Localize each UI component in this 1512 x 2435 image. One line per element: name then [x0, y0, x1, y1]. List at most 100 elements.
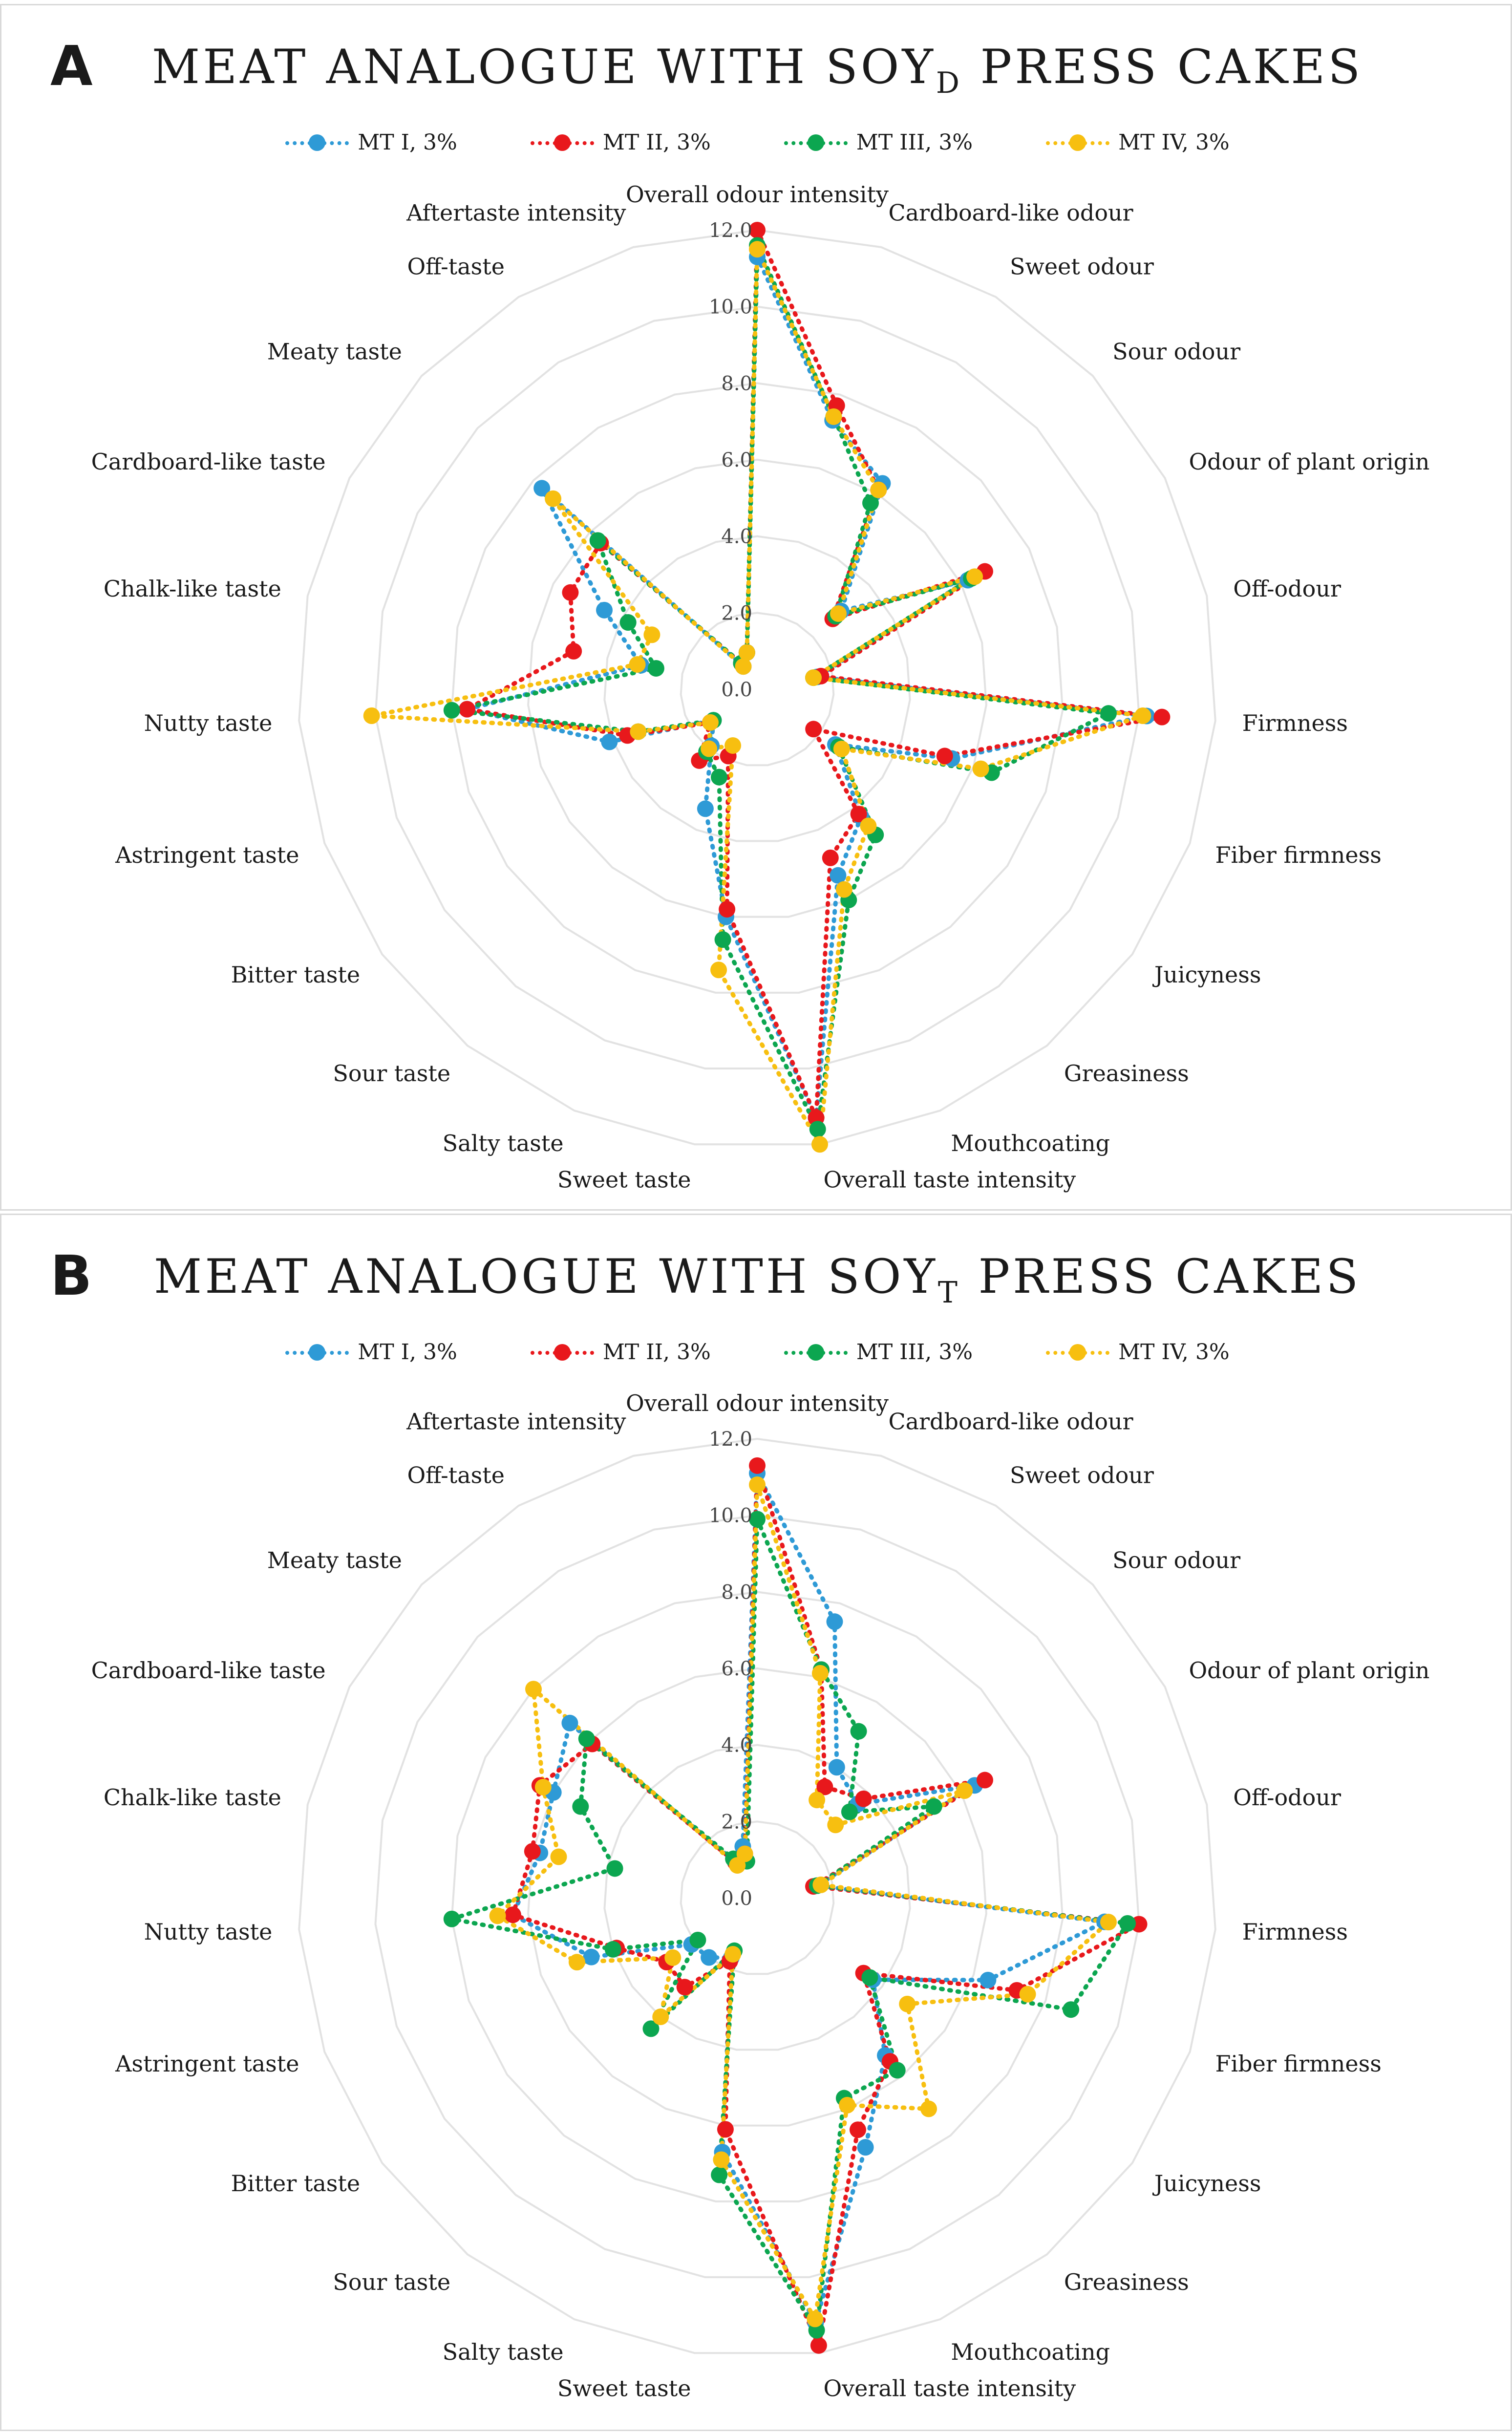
- data-point: [443, 702, 460, 719]
- legend-swatch: [784, 1342, 848, 1362]
- data-point: [525, 1681, 542, 1698]
- data-point: [736, 1845, 753, 1862]
- series-points-4: [489, 1476, 1117, 2328]
- tick-label: 4.0: [721, 1734, 752, 1757]
- data-point: [711, 2166, 728, 2183]
- category-label: Sour taste: [333, 2269, 450, 2295]
- category-label: Salty taste: [443, 1130, 564, 1156]
- data-point: [839, 2096, 856, 2114]
- data-point: [812, 1876, 830, 1893]
- category-label: Odour of plant origin: [1189, 449, 1429, 475]
- data-point: [724, 1945, 742, 1963]
- grid-ring: [298, 1437, 1216, 2354]
- series-points-2: [504, 1457, 1148, 2354]
- data-point: [534, 1778, 552, 1795]
- data-point: [849, 2121, 866, 2138]
- data-point: [749, 241, 766, 258]
- data-point: [936, 748, 953, 765]
- data-point: [642, 2020, 660, 2037]
- legend-item-3: MT III, 3%: [784, 1337, 973, 1367]
- series-line-4: [371, 248, 1144, 1152]
- data-point: [805, 669, 822, 686]
- category-label: Chalk-like taste: [104, 576, 281, 602]
- data-point: [862, 494, 879, 512]
- category-label: Mouthcoating: [951, 1130, 1110, 1156]
- data-point: [572, 1798, 589, 1815]
- grid-ring: [603, 1744, 911, 2051]
- data-point: [606, 1860, 623, 1877]
- category-label: Chalk-like taste: [104, 1784, 281, 1811]
- data-point: [1100, 705, 1117, 722]
- category-label: Overall odour intensity: [626, 1390, 889, 1416]
- panel-a: A MEAT ANALOGUE WITH SOYD PRESS CAKES MT…: [0, 4, 1512, 1211]
- data-point: [697, 800, 714, 817]
- data-point: [568, 1954, 585, 1971]
- tick-label: 2.0: [721, 1811, 752, 1833]
- legend-item-4: MT IV, 3%: [1046, 1337, 1230, 1367]
- data-point: [749, 1476, 766, 1493]
- panel-b: B MEAT ANALOGUE WITH SOYT PRESS CAKES MT…: [0, 1214, 1512, 2431]
- grid-ring: [374, 305, 1140, 1070]
- data-point: [822, 849, 839, 866]
- series-line-3: [451, 1518, 1131, 2337]
- category-label: Firmness: [1242, 1919, 1348, 1945]
- data-point: [589, 532, 606, 549]
- data-point: [899, 1995, 916, 2012]
- category-label: Fiber firmness: [1215, 842, 1382, 868]
- series-line-2: [510, 1465, 1147, 2353]
- data-point: [850, 806, 867, 823]
- legend-b: MT I, 3% MT II, 3% MT III, 3% MT IV, 3%: [1, 1337, 1512, 1367]
- series-points-3: [443, 237, 1117, 1138]
- chart-title-a-main: MEAT ANALOGUE WITH SOY: [151, 40, 936, 94]
- data-point: [835, 881, 852, 898]
- tick-label: 12.0: [709, 219, 752, 242]
- category-label: Firmness: [1242, 710, 1348, 736]
- grid-ring: [450, 1591, 1064, 2202]
- data-point: [601, 733, 618, 750]
- category-label: Aftertaste intensity: [406, 1409, 626, 1435]
- data-point: [619, 614, 637, 631]
- data-point: [1100, 1914, 1117, 1931]
- data-point: [826, 1613, 843, 1630]
- data-point: [810, 2337, 827, 2354]
- category-label: Sour odour: [1112, 339, 1240, 365]
- legend-item-1: MT I, 3%: [285, 1337, 457, 1367]
- grid-ring: [603, 535, 911, 842]
- data-point: [629, 656, 646, 673]
- legend-item-4: MT IV, 3%: [1046, 128, 1230, 157]
- data-point: [363, 707, 380, 724]
- data-point: [833, 740, 850, 757]
- tick-label: 6.0: [721, 449, 752, 471]
- data-point: [749, 1457, 766, 1474]
- category-label: Greasiness: [1064, 2269, 1189, 2295]
- data-point: [717, 2121, 734, 2138]
- legend-swatch: [784, 132, 848, 152]
- category-label: Salty taste: [443, 2339, 564, 2365]
- legend-swatch: [1046, 132, 1110, 152]
- data-point: [850, 1723, 867, 1740]
- data-point: [489, 1907, 506, 1924]
- legend-item-2: MT II, 3%: [530, 128, 711, 157]
- chart-title-b: MEAT ANALOGUE WITH SOYT PRESS CAKES: [1, 1249, 1512, 1310]
- data-point: [504, 1906, 521, 1923]
- legend-label: MT I, 3%: [358, 1339, 457, 1365]
- grid-ring: [680, 612, 835, 767]
- data-point: [956, 1782, 973, 1799]
- series-points-4: [363, 241, 1151, 1153]
- data-point: [830, 867, 847, 884]
- category-label: Astringent taste: [115, 2051, 299, 2077]
- grid-ring: [680, 1820, 835, 1975]
- data-point: [1119, 1915, 1136, 1932]
- series-line-1: [510, 1465, 1112, 2328]
- category-label: Nutty taste: [144, 1919, 273, 1945]
- data-point: [714, 931, 731, 948]
- data-point: [972, 760, 989, 777]
- legend-swatch: [285, 132, 349, 152]
- data-point: [735, 658, 752, 675]
- data-point: [980, 1971, 997, 1988]
- category-label: Juicyness: [1152, 961, 1261, 988]
- legend-label: MT I, 3%: [358, 129, 457, 155]
